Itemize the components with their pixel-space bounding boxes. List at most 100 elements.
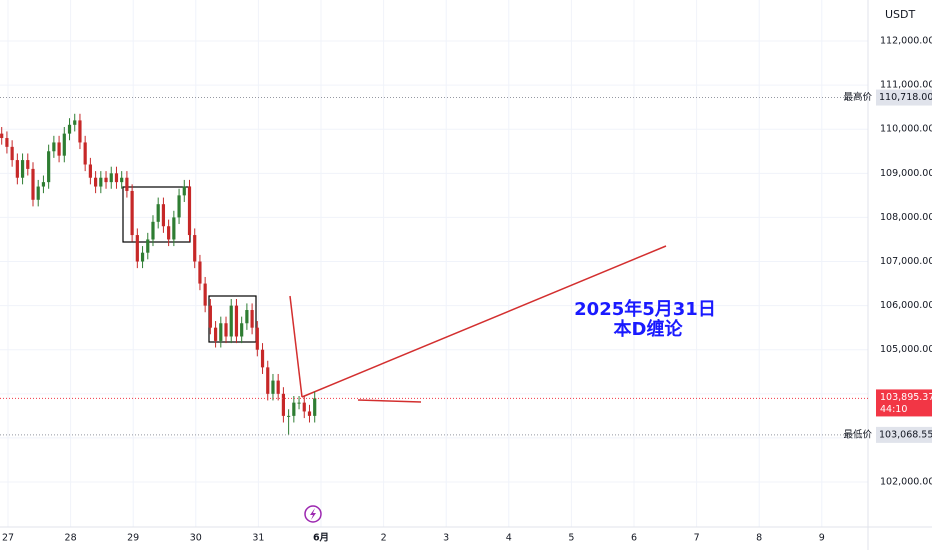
candle-body xyxy=(10,146,14,161)
candle-body xyxy=(245,310,249,324)
x-tick-label: 3 xyxy=(443,533,449,544)
current-label: 103,895.37 xyxy=(880,392,932,403)
candle-body xyxy=(135,235,139,262)
candle-body xyxy=(130,190,134,236)
candle-body xyxy=(198,261,202,284)
icon-bolt[interactable] xyxy=(310,508,316,520)
candle-body xyxy=(67,124,72,134)
event-icon[interactable] xyxy=(304,505,322,523)
candle-body xyxy=(292,402,296,416)
candle-body xyxy=(36,186,40,200)
x-tick-label: 30 xyxy=(190,533,202,544)
candle-body xyxy=(26,160,30,169)
y-tick-label: 109,000.00 xyxy=(880,168,932,179)
candle-body xyxy=(114,173,119,183)
candle-body xyxy=(125,177,129,191)
trend-line xyxy=(301,245,667,398)
candle-body xyxy=(302,402,306,412)
candle-body xyxy=(193,235,197,262)
candle-body xyxy=(120,177,124,183)
candle-body xyxy=(287,415,291,417)
candle-body xyxy=(94,177,98,187)
y-tick-label: 110,000.00 xyxy=(880,124,932,135)
x-tick-label: 29 xyxy=(127,533,139,544)
x-tick-label: 7 xyxy=(694,533,700,544)
candle-body xyxy=(297,402,301,404)
x-tick-label: 31 xyxy=(252,533,264,544)
candle-body xyxy=(57,142,61,156)
candle-body xyxy=(5,138,9,147)
candle-body xyxy=(224,323,228,337)
candle-body xyxy=(31,168,35,200)
highest-label: 110,718.00 xyxy=(879,92,932,103)
candle-body xyxy=(151,221,155,240)
x-tick-label: 4 xyxy=(506,533,512,544)
candle-body xyxy=(15,160,19,178)
candle-body xyxy=(47,151,51,183)
highest-name: 最高价 xyxy=(843,91,872,103)
candle-body xyxy=(182,186,186,196)
candle-body xyxy=(219,323,223,341)
candle-body xyxy=(255,327,259,350)
currency: USDT xyxy=(885,8,916,21)
x-tick-label: 28 xyxy=(65,533,77,544)
current-tag xyxy=(876,389,932,417)
trend-line xyxy=(289,295,303,398)
highest-tag xyxy=(876,89,932,106)
candle-body xyxy=(146,239,150,253)
candle-body xyxy=(281,393,285,416)
candle-body xyxy=(99,177,103,187)
candle-body xyxy=(88,164,92,178)
trend-line xyxy=(357,399,422,403)
x-tick-label: 2 xyxy=(381,533,387,544)
candle-body xyxy=(260,349,265,368)
x-tick-label: 8 xyxy=(756,533,762,544)
candle-body xyxy=(73,120,77,125)
candle-body xyxy=(20,160,25,178)
candle-body xyxy=(187,186,192,236)
candles xyxy=(0,113,317,435)
y-tick-label: 107,000.00 xyxy=(880,256,932,267)
candle-body xyxy=(0,133,4,139)
y-tick-label: 102,000.00 xyxy=(880,477,932,488)
y-tick-label: 106,000.00 xyxy=(880,300,932,311)
candle-body xyxy=(172,217,176,240)
candle-body xyxy=(271,380,275,394)
candle-body xyxy=(83,142,87,165)
candle-body xyxy=(104,177,108,183)
lowest-tag xyxy=(876,426,932,443)
candle-body xyxy=(234,305,239,337)
candle-body xyxy=(52,142,56,152)
candle-body xyxy=(161,204,166,227)
candle-body xyxy=(78,120,82,143)
annotation: 2025年5月31日 xyxy=(574,298,716,320)
countdown: 44:10 xyxy=(880,404,907,415)
candle-body xyxy=(41,182,46,187)
candle-body xyxy=(266,367,270,394)
candle-body xyxy=(156,204,160,222)
x-tick-label: 9 xyxy=(819,533,825,544)
candle-body xyxy=(313,398,317,416)
lowest-label: 103,068.55 xyxy=(879,429,932,440)
x-tick-label: 27 xyxy=(2,533,14,544)
candle-body xyxy=(167,226,171,240)
x-tick-label: 5 xyxy=(568,533,574,544)
candle-body xyxy=(177,195,181,218)
candle-body xyxy=(213,327,218,341)
candle-body xyxy=(203,283,207,306)
x-tick-label: 6月 xyxy=(313,533,329,544)
lowest-name: 最低价 xyxy=(843,428,872,440)
candle-body xyxy=(240,323,244,337)
candle-body xyxy=(62,133,66,156)
y-tick-label: 108,000.00 xyxy=(880,212,932,223)
candle-body xyxy=(276,380,280,394)
candle-body xyxy=(208,305,212,328)
candle-body xyxy=(140,252,145,262)
candle-body xyxy=(109,173,113,183)
candle-body xyxy=(229,305,233,337)
annotation: 本D缠论 xyxy=(614,318,684,340)
y-tick-label: 111,000.00 xyxy=(880,80,932,91)
y-tick-label: 105,000.00 xyxy=(880,344,932,355)
